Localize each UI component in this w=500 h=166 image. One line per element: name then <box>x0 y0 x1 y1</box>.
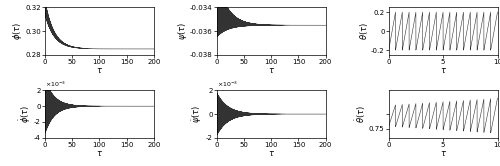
X-axis label: $\tau$: $\tau$ <box>440 66 446 75</box>
Y-axis label: $\phi(\tau)$: $\phi(\tau)$ <box>10 22 24 40</box>
X-axis label: $\tau$: $\tau$ <box>440 149 446 158</box>
Y-axis label: $\dot{\theta}(\tau)$: $\dot{\theta}(\tau)$ <box>352 105 368 123</box>
X-axis label: $\tau$: $\tau$ <box>268 66 275 75</box>
Text: $\times 10^{-3}$: $\times 10^{-3}$ <box>45 80 66 89</box>
X-axis label: $\tau$: $\tau$ <box>96 149 103 158</box>
Y-axis label: $\theta(\tau)$: $\theta(\tau)$ <box>358 22 370 40</box>
Y-axis label: $\psi(\tau)$: $\psi(\tau)$ <box>176 22 188 40</box>
Y-axis label: $\dot{\phi}(\tau)$: $\dot{\phi}(\tau)$ <box>16 105 32 123</box>
X-axis label: $\tau$: $\tau$ <box>96 66 103 75</box>
Y-axis label: $\dot{\psi}(\tau)$: $\dot{\psi}(\tau)$ <box>190 105 204 123</box>
X-axis label: $\tau$: $\tau$ <box>268 149 275 158</box>
Text: $\times 10^{-3}$: $\times 10^{-3}$ <box>217 80 238 89</box>
